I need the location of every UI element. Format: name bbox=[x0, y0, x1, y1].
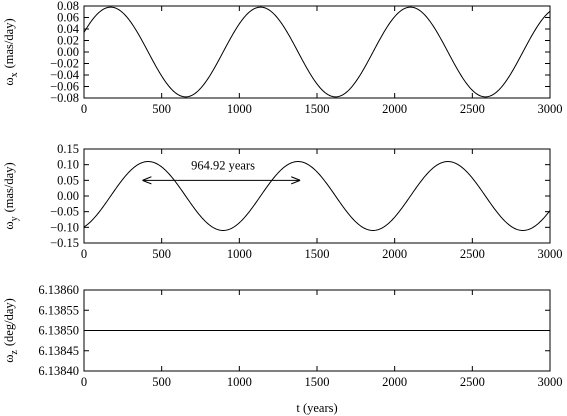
x-tick-label: 2500 bbox=[460, 102, 485, 116]
x-tick-label: 2500 bbox=[460, 375, 485, 389]
x-tick-label: 500 bbox=[152, 102, 171, 116]
y-tick-label: 0.04 bbox=[57, 22, 80, 36]
x-tick-label: 3000 bbox=[538, 102, 563, 116]
x-tick-label: 0 bbox=[81, 247, 87, 261]
panel-wy: 0 500 1000 1500 2000 2500 3000 −0.15 −0.10−0.05 0… bbox=[2, 142, 563, 261]
y-tick-label: 6.13860 bbox=[38, 283, 79, 297]
y-tick-label: 0.15 bbox=[57, 142, 79, 156]
y-axis-label: ωx (mas/day) bbox=[2, 18, 20, 85]
y-tick-label: 0.08 bbox=[57, 0, 79, 13]
x-tick-label: 0 bbox=[81, 102, 87, 116]
y-axis-subscript: x bbox=[9, 72, 20, 77]
x-tick-label: 1000 bbox=[227, 247, 252, 261]
y-tick-label: 6.13855 bbox=[38, 303, 79, 317]
y-tick-label: −0.10 bbox=[50, 220, 79, 234]
y-tick-label: 0.10 bbox=[57, 158, 79, 172]
period-annotation: 964.92 years bbox=[191, 158, 255, 172]
plot-frame bbox=[83, 148, 551, 244]
y-tick-label: 0.06 bbox=[57, 11, 79, 25]
x-axis-label: t (years) bbox=[296, 401, 337, 415]
x-tick-label: 2000 bbox=[382, 247, 407, 261]
panel-wz: 0 500 1000 1500 2000 2500 3000 6.13840 6.13845 6.… bbox=[2, 283, 563, 415]
x-tick-label: 1500 bbox=[305, 247, 330, 261]
y-axis-subscript: y bbox=[9, 216, 20, 221]
y-tick-label: 0.05 bbox=[57, 173, 79, 187]
y-tick-label: 0.02 bbox=[57, 34, 79, 48]
y-axis-label: ωz (deg/day) bbox=[2, 298, 20, 363]
x-tick-label: 1000 bbox=[227, 102, 252, 116]
y-tick-label: 6.13845 bbox=[38, 344, 79, 358]
x-tick-label: 0 bbox=[81, 375, 87, 389]
y-axis-symbol: ω bbox=[2, 221, 16, 229]
x-tick-label: 2500 bbox=[460, 247, 485, 261]
x-tick-label: 3000 bbox=[538, 375, 563, 389]
panel-wx: 0 500 1000 1500 2000 2500 3000 −0.08−0.06−0.04−… bbox=[2, 0, 563, 116]
y-axis-symbol: ω bbox=[2, 355, 16, 363]
y-tick-label: −0.15 bbox=[50, 236, 79, 250]
series-line-wy bbox=[83, 161, 551, 231]
y-axis-symbol: ω bbox=[2, 77, 16, 85]
x-tick-label: 2000 bbox=[382, 102, 407, 116]
y-axis-unit: (deg/day) bbox=[2, 298, 16, 346]
y-tick-label: 6.13840 bbox=[38, 364, 79, 378]
y-tick-label: −0.04 bbox=[50, 68, 80, 82]
series-line-wx bbox=[83, 6, 551, 98]
y-tick-label: −0.08 bbox=[50, 91, 79, 105]
y-tick-label: 0.00 bbox=[57, 45, 79, 59]
y-tick-label: −0.05 bbox=[50, 205, 79, 219]
x-tick-label: 3000 bbox=[538, 247, 563, 261]
y-axis-label: ωy (mas/day) bbox=[2, 162, 20, 229]
x-tick-label: 500 bbox=[152, 375, 171, 389]
x-tick-label: 500 bbox=[152, 247, 171, 261]
y-axis-subscript: z bbox=[9, 350, 20, 355]
x-tick-label: 2000 bbox=[382, 375, 407, 389]
y-tick-label: 6.13850 bbox=[38, 324, 79, 338]
y-axis-unit: (mas/day) bbox=[2, 18, 16, 68]
y-axis-unit: (mas/day) bbox=[2, 162, 16, 212]
x-tick-label: 1000 bbox=[227, 375, 252, 389]
y-tick-label: 0.00 bbox=[57, 189, 79, 203]
y-tick-label: −0.06 bbox=[50, 80, 79, 94]
x-tick-label: 1500 bbox=[305, 102, 330, 116]
x-tick-label: 1500 bbox=[305, 375, 330, 389]
y-tick-label: −0.02 bbox=[50, 57, 79, 71]
